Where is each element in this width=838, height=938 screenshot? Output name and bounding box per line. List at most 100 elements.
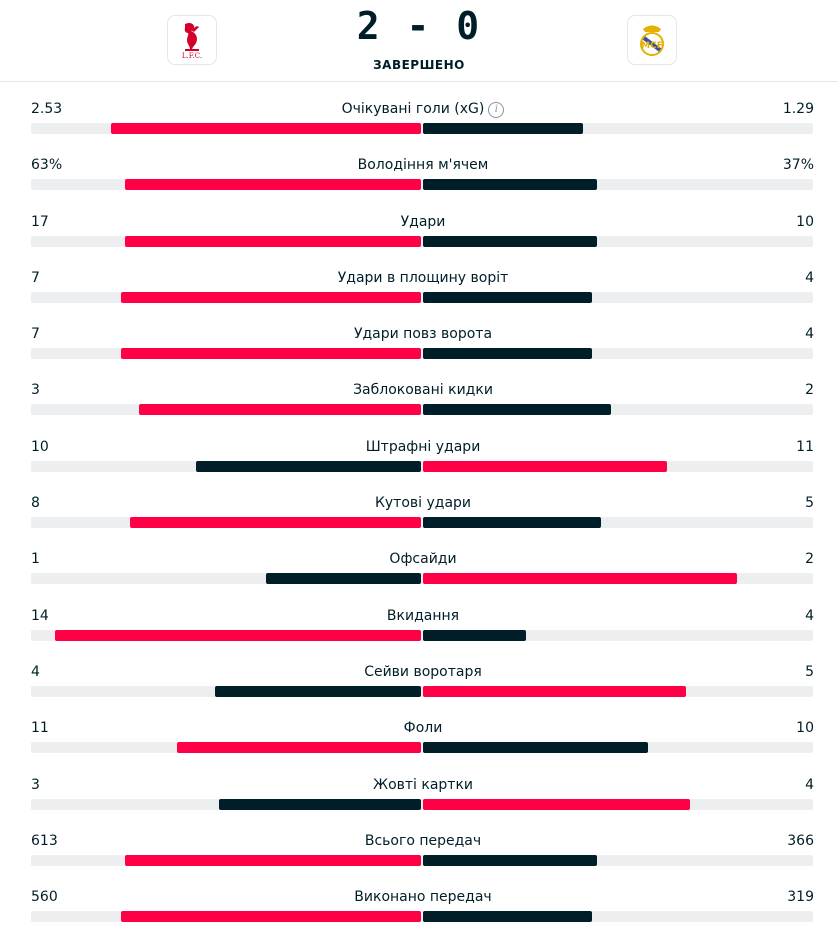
stat-label: Фоли — [0, 719, 838, 737]
stat-label-text: Виконано передач — [354, 889, 492, 906]
away-stat-bar — [423, 517, 601, 529]
away-team-logo[interactable]: MCF — [627, 15, 677, 65]
stat-row: 14 Вкидання 4 — [0, 601, 838, 657]
stat-row: 10 Штрафні удари 11 — [0, 432, 838, 488]
stat-bar-track — [31, 742, 813, 754]
stat-bar-track — [31, 404, 813, 416]
away-stat-bar — [423, 742, 648, 754]
stats-list: 2.53 Очікувані голи (xG) i 1.29 63% Володіння… — [0, 94, 838, 938]
stat-label: Сейви воротаря — [0, 663, 838, 681]
stat-row: 7 Удари в площину воріт 4 — [0, 263, 838, 319]
stat-label-text: Фоли — [403, 720, 443, 737]
away-stat-value: 4 — [805, 269, 814, 286]
away-stat-value: 2 — [805, 551, 814, 568]
home-stat-value: 17 — [31, 213, 49, 230]
away-stat-bar — [423, 123, 583, 134]
stat-bar-track — [31, 179, 813, 191]
away-stat-value: 366 — [787, 832, 814, 849]
svg-text:MCF: MCF — [641, 41, 663, 51]
stat-label-text: Удари повз ворота — [353, 326, 493, 343]
home-stat-value: 1 — [31, 551, 40, 568]
away-stat-bar — [423, 235, 597, 247]
match-header: L.F.C. 2 - 0 ЗАВЕРШЕНО MCF — [0, 0, 838, 82]
stat-label: Штрафні удари — [0, 438, 838, 456]
home-stat-value: 4 — [31, 663, 40, 680]
away-stat-value: 10 — [796, 720, 814, 737]
stat-bar-track — [31, 629, 813, 641]
away-stat-bar — [423, 291, 592, 303]
stat-bar-track — [31, 235, 813, 247]
home-team-logo[interactable]: L.F.C. — [167, 15, 217, 65]
home-stat-bar — [111, 123, 421, 134]
stat-label-text: Очікувані голи (xG) — [341, 101, 485, 117]
stat-row: 1 Офсайди 2 — [0, 544, 838, 600]
away-stat-bar — [423, 179, 597, 191]
away-stat-bar — [423, 573, 737, 585]
home-stat-bar — [125, 179, 421, 191]
home-stat-bar — [121, 291, 421, 303]
away-stat-bar — [423, 685, 686, 697]
stat-row: 8 Кутові удари 5 — [0, 488, 838, 544]
home-stat-value: 7 — [31, 269, 40, 286]
stat-row: 560 Виконано передач 319 — [0, 882, 838, 938]
stat-label-text: Вкидання — [386, 607, 460, 624]
home-stat-value: 3 — [31, 776, 40, 793]
home-stat-bar — [130, 517, 421, 529]
stat-label-text: Всього передач — [364, 832, 482, 849]
stat-label-text: Офсайди — [389, 551, 457, 568]
stat-label-text: Удари в площину воріт — [337, 269, 509, 286]
home-stat-bar — [219, 798, 421, 810]
home-stat-bar — [196, 460, 421, 472]
away-stat-value: 5 — [805, 495, 814, 512]
liverbird-icon: L.F.C. — [182, 22, 202, 60]
stat-row: 63% Володіння м'ячем 37% — [0, 150, 838, 206]
home-stat-value: 63% — [31, 157, 63, 174]
home-stat-value: 560 — [31, 889, 58, 906]
stat-row: 11 Фоли 10 — [0, 713, 838, 769]
stat-bar-track — [31, 573, 813, 585]
stat-bar-track — [31, 460, 813, 472]
stat-label: Всього передач — [0, 832, 838, 850]
stat-row: 4 Сейви воротаря 5 — [0, 657, 838, 713]
stat-label: Удари — [0, 213, 838, 231]
home-stat-bar — [266, 573, 421, 585]
home-stat-bar — [55, 629, 421, 641]
away-stat-value: 11 — [796, 438, 814, 455]
home-stat-bar — [125, 854, 421, 866]
stat-label-text: Кутові удари — [374, 495, 472, 512]
away-stat-value: 10 — [796, 213, 814, 230]
stat-label: Офсайди — [0, 550, 838, 568]
away-stat-value: 4 — [805, 607, 814, 624]
away-stat-bar — [423, 798, 690, 810]
stat-label-text: Сейви воротаря — [364, 663, 482, 680]
stat-bar-track — [31, 291, 813, 303]
away-stat-value: 37% — [782, 157, 814, 174]
stat-bar-track — [31, 517, 813, 529]
stat-bar-track — [31, 911, 813, 923]
away-stat-bar — [423, 629, 526, 641]
stat-label: Кутові удари — [0, 494, 838, 512]
home-stat-value: 10 — [31, 438, 49, 455]
away-stat-value: 1.29 — [782, 101, 814, 117]
info-icon[interactable]: i — [488, 102, 505, 118]
stat-bar-track — [31, 854, 813, 866]
stat-label: Жовті картки — [0, 776, 838, 794]
home-stat-bar — [125, 235, 421, 247]
home-stat-bar — [177, 742, 421, 754]
home-stat-bar — [121, 911, 421, 923]
home-stat-value: 613 — [31, 832, 58, 849]
stat-label-text: Удари — [400, 213, 446, 230]
stat-row: 3 Заблоковані кидки 2 — [0, 375, 838, 431]
home-stat-bar — [121, 348, 421, 360]
stat-row: 3 Жовті картки 4 — [0, 770, 838, 826]
home-stat-bar — [139, 404, 421, 416]
stat-row: 613 Всього передач 366 — [0, 826, 838, 882]
stat-bar-track — [31, 685, 813, 697]
stat-label-text: Жовті картки — [372, 776, 474, 793]
away-stat-value: 4 — [805, 326, 814, 343]
home-stat-bar — [215, 685, 421, 697]
stat-label: Удари в площину воріт — [0, 269, 838, 287]
crest-icon: MCF — [640, 25, 664, 56]
match-status: ЗАВЕРШЕНО — [373, 58, 465, 72]
stat-label: Вкидання — [0, 607, 838, 625]
